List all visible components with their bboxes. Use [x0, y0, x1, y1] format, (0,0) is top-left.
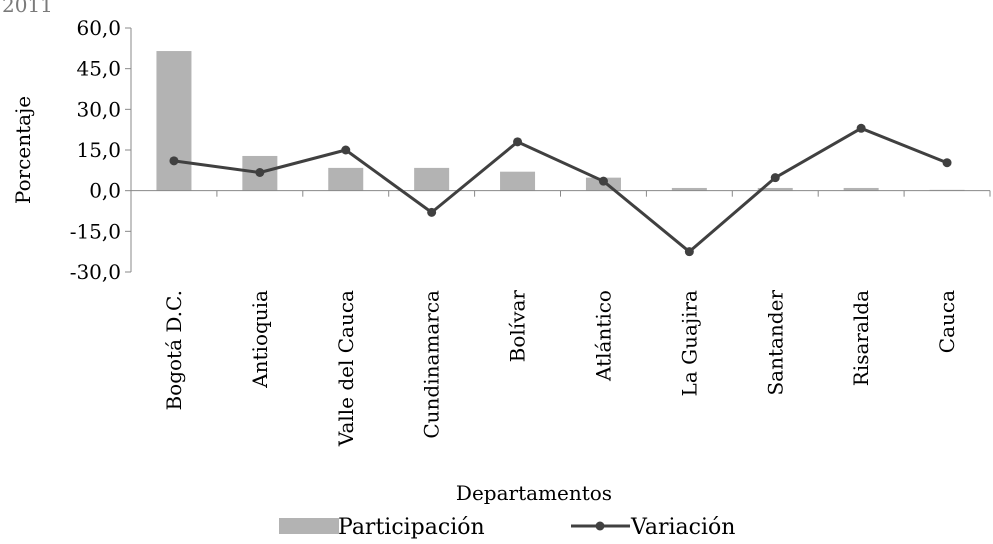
y-tick-label: 15,0 [76, 138, 121, 162]
y-axis-title: Porcentaje [11, 96, 35, 204]
bar-participacion [156, 51, 192, 191]
point-variacion [255, 168, 265, 178]
point-variacion [169, 156, 179, 166]
bar-participacion [843, 187, 879, 191]
y-tick-label: -30,0 [70, 260, 121, 284]
y-tick-label: 60,0 [76, 16, 121, 40]
point-variacion [856, 123, 866, 133]
line-variacion [169, 123, 952, 257]
x-category-label: Antioquia [248, 290, 272, 389]
point-variacion [770, 173, 780, 183]
x-axis-category-labels: Bogotá D.C. Antioquia Valle del Cauca Cundi… [162, 290, 959, 448]
axes [130, 28, 991, 272]
y-tick-label: 45,0 [76, 57, 121, 81]
bars-participacion [156, 51, 965, 191]
x-category-label: La Guajira [677, 290, 701, 397]
x-category-label: Atlántico [591, 290, 615, 382]
chart-title-fragment: 2011 [2, 0, 53, 17]
y-tick-label: 30,0 [76, 97, 121, 121]
point-variacion [942, 158, 952, 168]
x-axis-title: Departamentos [456, 481, 612, 505]
point-variacion [598, 176, 608, 186]
legend-label-participacion: Participación [338, 515, 485, 539]
bar-participacion [671, 187, 707, 191]
legend: Participación Variación [279, 515, 735, 540]
y-tick-label: -15,0 [70, 219, 121, 243]
x-category-label: Bolívar [506, 290, 530, 363]
point-variacion [513, 137, 523, 147]
x-category-label: Santander [763, 290, 787, 396]
legend-label-variacion: Variación [630, 515, 735, 539]
bar-participacion [414, 167, 450, 191]
point-variacion [684, 247, 694, 257]
y-tick-label: 0,0 [89, 179, 121, 203]
point-variacion [341, 145, 351, 155]
point-variacion [427, 207, 437, 217]
bar-participacion [328, 167, 364, 191]
x-category-label: Valle del Cauca [334, 290, 358, 447]
y-axis-ticks: 60,0 45,0 30,0 15,0 0,0 -15,0 -30,0 [70, 16, 131, 284]
x-category-label: Cauca [935, 290, 959, 353]
bar-participacion [500, 171, 536, 191]
legend-swatch-participacion [279, 518, 339, 534]
bar-participacion [757, 187, 793, 191]
x-category-label: Risaralda [849, 290, 873, 386]
x-category-label: Bogotá D.C. [162, 290, 186, 411]
series-line-variacion [173, 126, 948, 254]
x-category-label: Cundinamarca [420, 290, 444, 439]
legend-swatch-variacion-marker [595, 521, 605, 531]
